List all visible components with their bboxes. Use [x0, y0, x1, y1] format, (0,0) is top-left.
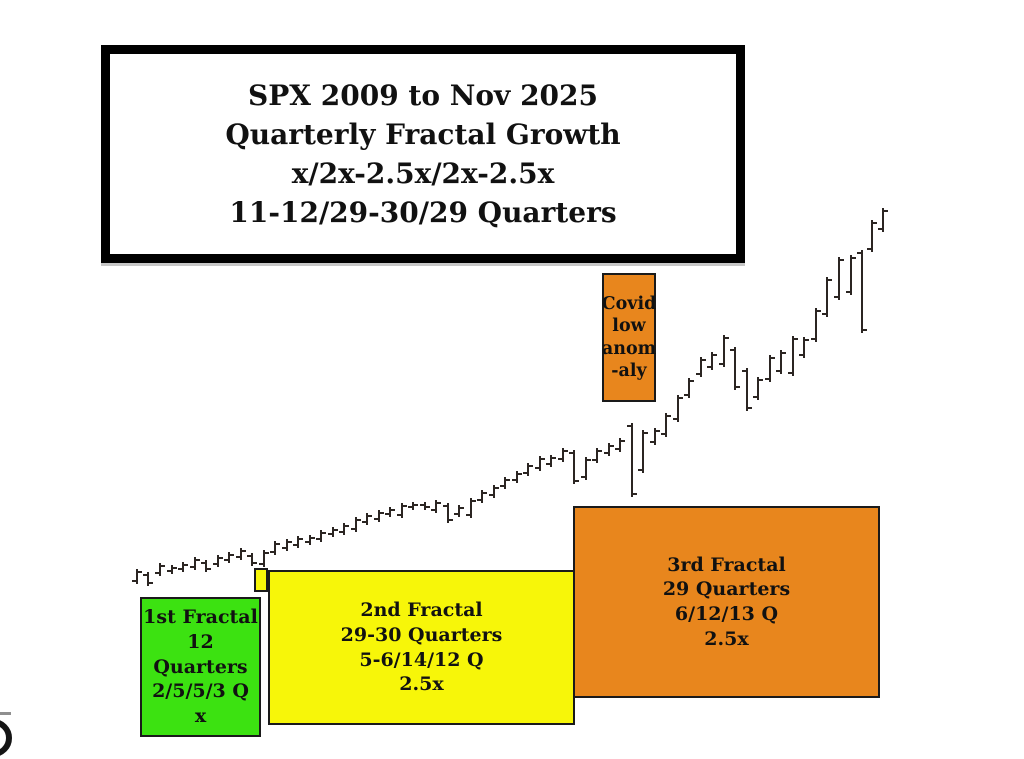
- title-line-1: SPX 2009 to Nov 2025: [248, 79, 598, 112]
- covid-low-anomaly-callout: Covid low anom -aly: [602, 273, 656, 402]
- third-fractal-line-4: 2.5x: [704, 627, 749, 650]
- second-fractal-line-3: 5-6/14/12 Q: [359, 648, 484, 671]
- title-line-4: 11-12/29-30/29 Quarters: [229, 196, 617, 229]
- cropped-gray-mark: [0, 712, 11, 715]
- covid-line-3: anom: [601, 338, 657, 359]
- second-fractal-line-1: 2nd Fractal: [360, 599, 483, 622]
- third-fractal-line-1: 3rd Fractal: [667, 553, 786, 576]
- first-fractal-line-4: x: [194, 705, 207, 728]
- first-fractal-box: 1st Fractal 12 Quarters 2/5/5/3 Q x: [140, 597, 261, 737]
- third-fractal-line-2: 29 Quarters: [662, 578, 791, 601]
- third-fractal-box: 3rd Fractal 29 Quarters 6/12/13 Q 2.5x: [573, 506, 880, 698]
- third-fractal-line-3: 6/12/13 Q: [674, 603, 779, 625]
- title-line-2: Quarterly Fractal Growth: [225, 118, 621, 151]
- covid-line-1: Covid: [601, 293, 657, 314]
- second-fractal-line-2: 29-30 Quarters: [340, 623, 503, 646]
- second-fractal-notch: [254, 568, 268, 592]
- first-fractal-line-1: 1st Fractal: [143, 606, 258, 629]
- covid-line-2: low: [612, 316, 646, 336]
- title-line-3: x/2x-2.5x/2x-2.5x: [291, 157, 555, 190]
- second-fractal-line-4: 2.5x: [399, 673, 444, 696]
- title-box: SPX 2009 to Nov 2025 Quarterly Fractal G…: [101, 45, 745, 263]
- first-fractal-line-2: 12 Quarters: [153, 630, 248, 678]
- second-fractal-box: 2nd Fractal 29-30 Quarters 5-6/14/12 Q 2…: [268, 570, 575, 725]
- first-fractal-line-3: 2/5/5/3 Q: [152, 680, 249, 703]
- covid-line-4: -aly: [611, 361, 647, 381]
